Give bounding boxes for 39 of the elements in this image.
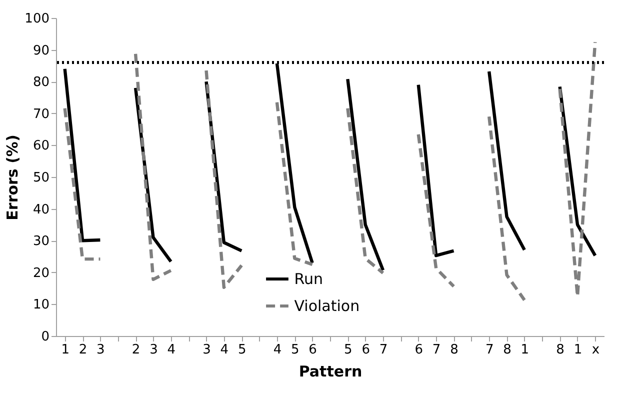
x-tick-label: 7 [379, 342, 388, 358]
x-tick-label: 4 [273, 342, 282, 358]
y-tick-label: 60 [32, 138, 50, 154]
x-tick-label: x [592, 342, 600, 358]
x-tick-label: 7 [432, 342, 441, 358]
x-tick-label: 5 [344, 342, 352, 358]
x-tick-label: 5 [291, 342, 300, 358]
x-tick-label: 4 [167, 342, 176, 358]
x-tick-label: 1 [61, 342, 70, 358]
x-tick-label: 8 [503, 342, 512, 358]
y-tick-label: 80 [32, 75, 50, 90]
x-tick-label: 1 [520, 342, 530, 358]
x-tick-label: 5 [238, 342, 246, 358]
y-tick-label: 70 [32, 106, 50, 122]
x-tick-label: 8 [556, 342, 564, 358]
x-tick-label: 2 [78, 342, 88, 358]
x-tick-label: 3 [150, 342, 158, 358]
y-tick-label: 50 [32, 170, 50, 186]
x-axis-title: Pattern [298, 362, 362, 380]
x-tick-label: 2 [132, 342, 140, 358]
legend-label: Violation [294, 297, 360, 316]
x-tick-label: 6 [362, 342, 370, 358]
legend-label: Run [294, 270, 324, 288]
x-tick-label: 7 [485, 342, 494, 358]
y-tick-label: 40 [32, 202, 50, 218]
y-tick-label: 10 [32, 298, 50, 313]
x-tick-label: 3 [96, 342, 105, 358]
x-tick-label: 3 [202, 342, 211, 358]
x-tick-label: 8 [450, 342, 458, 358]
y-axis-title: Errors (%) [4, 134, 22, 220]
y-tick-label: 30 [32, 234, 50, 250]
y-tick-label: 100 [24, 12, 50, 26]
y-tick-label: 0 [41, 330, 50, 344]
x-tick-label: 6 [308, 342, 317, 358]
x-tick-label: 1 [574, 342, 582, 358]
y-tick-label: 90 [32, 43, 50, 58]
y-tick-label: 20 [32, 266, 50, 281]
x-tick-label: 4 [220, 342, 229, 358]
x-tick-label: 6 [414, 342, 424, 358]
